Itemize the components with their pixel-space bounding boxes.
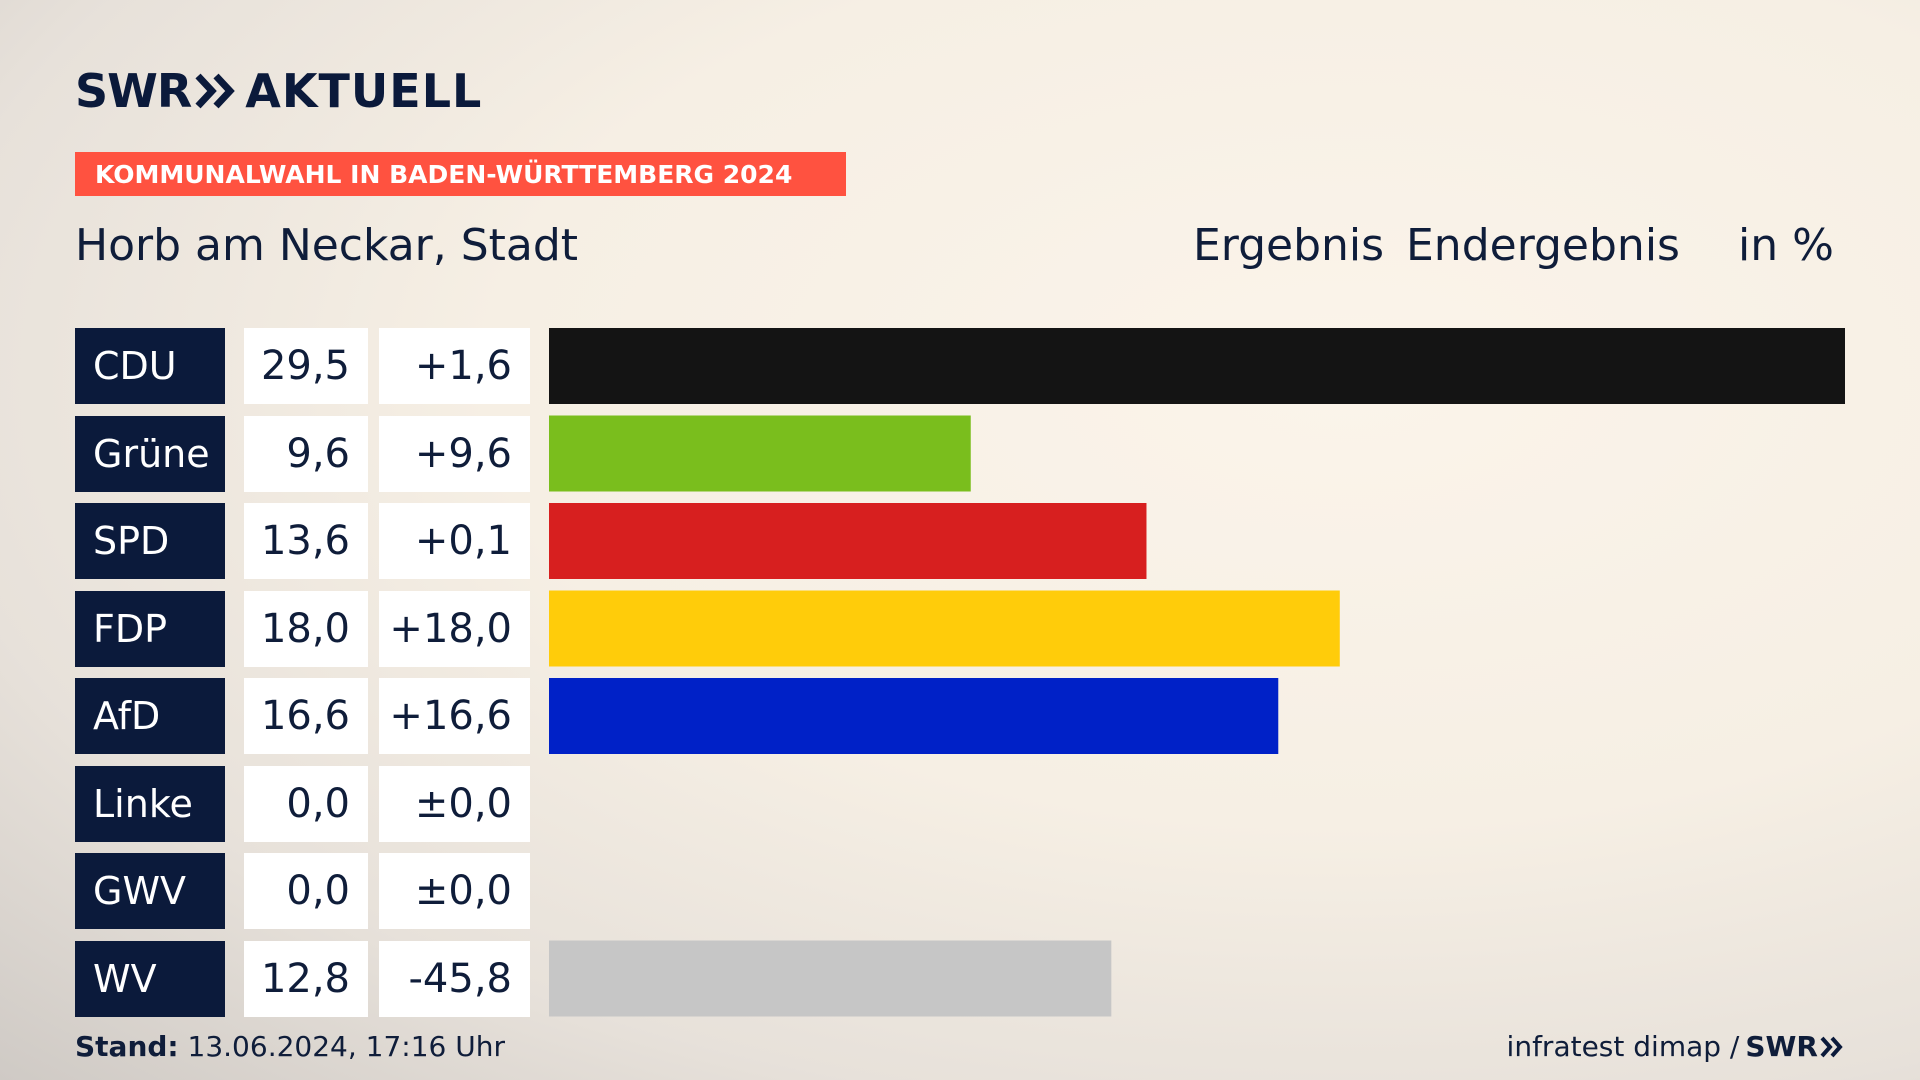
source-credit: infratest dimap / SWR xyxy=(1507,1030,1844,1063)
bar-grüne xyxy=(549,415,971,492)
party-value: 29,5 xyxy=(244,328,368,404)
bar-fdp xyxy=(549,590,1340,667)
timestamp: Stand: 13.06.2024, 17:16 Uhr xyxy=(75,1030,505,1063)
party-change: +18,0 xyxy=(379,590,530,667)
party-value: 13,6 xyxy=(244,503,368,579)
header-unit: in % xyxy=(1738,220,1834,271)
party-label: Linke xyxy=(75,765,225,842)
double-chevron-icon xyxy=(195,73,236,109)
party-change: ±0,0 xyxy=(379,853,530,929)
swr-logo-text: SWR xyxy=(75,64,192,118)
aktuell-logo-text: AKTUELL xyxy=(245,64,483,118)
bar-afd xyxy=(549,678,1279,754)
party-label: FDP xyxy=(75,590,225,667)
bar-spd xyxy=(549,503,1147,579)
source-text: infratest dimap / xyxy=(1506,1030,1740,1063)
party-change: +0,1 xyxy=(379,503,530,579)
party-label: Grüne xyxy=(75,415,225,492)
party-label: SPD xyxy=(75,503,225,579)
party-value: 12,8 xyxy=(244,940,368,1017)
party-value: 0,0 xyxy=(244,765,368,842)
party-change: +16,6 xyxy=(379,678,530,754)
party-value: 0,0 xyxy=(244,853,368,929)
stand-label: Stand: xyxy=(75,1030,179,1063)
header-result: Ergebnis xyxy=(1193,220,1385,271)
party-change: +1,6 xyxy=(379,328,530,404)
place-title: Horb am Neckar, Stadt xyxy=(75,220,579,271)
party-label: AfD xyxy=(75,678,225,754)
party-value: 16,6 xyxy=(244,678,368,754)
party-change: ±0,0 xyxy=(379,765,530,842)
bar-cdu xyxy=(549,328,1845,404)
party-value: 9,6 xyxy=(244,415,368,492)
party-change: -45,8 xyxy=(379,940,530,1017)
party-label: WV xyxy=(75,940,225,1017)
party-value: 18,0 xyxy=(244,590,368,667)
double-chevron-small-icon xyxy=(1820,1036,1843,1057)
swr-aktuell-logo: SWR AKTUELL xyxy=(75,64,483,118)
bar-wv xyxy=(549,940,1112,1017)
stand-value: 13.06.2024, 17:16 Uhr xyxy=(187,1030,505,1063)
party-change: +9,6 xyxy=(379,415,530,492)
party-label: GWV xyxy=(75,853,225,929)
election-banner: KOMMUNALWAHL IN BADEN-WÜRTTEMBERG 2024 xyxy=(75,152,846,196)
party-label: CDU xyxy=(75,328,225,404)
header-final: Endergebnis xyxy=(1406,220,1680,271)
source-brand: SWR xyxy=(1745,1030,1818,1063)
